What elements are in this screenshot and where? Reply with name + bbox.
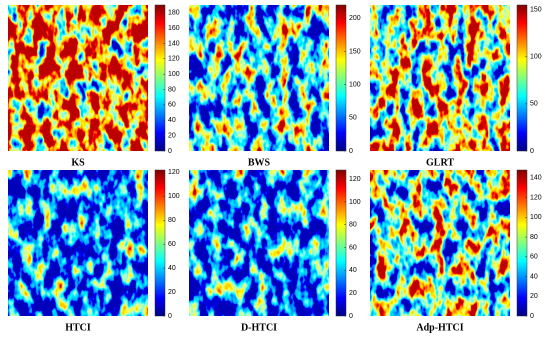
colorbar [154, 4, 166, 152]
colorbar [154, 169, 166, 317]
colorbar-tick-label: 120 [530, 194, 542, 201]
heatmap [189, 5, 329, 151]
colorbar-tick-label: 150 [530, 7, 542, 14]
colorbar-tick-label: 50 [530, 101, 538, 108]
colorbar-tick-label: 0 [530, 313, 534, 320]
heatmap [189, 170, 329, 316]
colorbar [335, 4, 347, 152]
colorbar-tick-label: 0 [168, 148, 172, 155]
colorbar [516, 169, 528, 317]
colorbar-tick-label: 60 [168, 241, 176, 248]
colorbar-tick-label: 160 [168, 25, 180, 32]
colorbar-tick-label: 60 [530, 254, 538, 261]
colorbar-tick-label: 100 [349, 81, 361, 88]
colorbar-tick-label: 0 [349, 148, 353, 155]
colorbar-tick-label: 120 [168, 169, 180, 176]
colorbar-tick-label: 100 [530, 54, 542, 61]
panel-title: GLRT [426, 157, 454, 168]
colorbar-tick-label: 100 [530, 214, 542, 221]
colorbar-tick-label: 100 [168, 193, 180, 200]
colorbar-tick-label: 60 [168, 102, 176, 109]
colorbar-tick-label: 40 [530, 273, 538, 280]
colorbar-tick-label: 80 [168, 86, 176, 93]
colorbar-tick-label: 120 [349, 176, 361, 183]
colorbar-tick-label: 100 [349, 199, 361, 206]
colorbar-tick-label: 80 [530, 234, 538, 241]
colorbar-tick-label: 0 [168, 313, 172, 320]
panel-title: Adp-HTCI [416, 322, 463, 333]
colorbar-tick-label: 200 [349, 15, 361, 22]
panel-title: HTCI [65, 322, 91, 333]
colorbar-tick-label: 50 [349, 115, 357, 122]
colorbar-tick-label: 120 [168, 56, 180, 63]
colorbar-tick-label: 40 [168, 117, 176, 124]
colorbar-tick-label: 0 [349, 313, 353, 320]
colorbar [335, 169, 347, 317]
colorbar [516, 4, 528, 152]
heatmap [370, 5, 510, 151]
colorbar-tick-label: 180 [168, 10, 180, 17]
colorbar-tick-label: 20 [530, 293, 538, 300]
heatmap [8, 170, 148, 316]
colorbar-tick-label: 100 [168, 71, 180, 78]
colorbar-tick-label: 150 [349, 48, 361, 55]
colorbar-tick-label: 140 [530, 175, 542, 182]
colorbar-tick-label: 20 [168, 289, 176, 296]
colorbar-tick-label: 40 [168, 265, 176, 272]
colorbar-tick-label: 140 [168, 40, 180, 47]
panel-title: BWS [248, 157, 271, 168]
colorbar-tick-label: 80 [168, 217, 176, 224]
colorbar-tick-label: 80 [349, 222, 357, 229]
colorbar-tick-label: 60 [349, 244, 357, 251]
colorbar-tick-label: 20 [349, 290, 357, 297]
panel-title: D-HTCI [241, 322, 277, 333]
colorbar-tick-label: 0 [530, 148, 534, 155]
heatmap [370, 170, 510, 316]
heatmap [8, 5, 148, 151]
panel-title: KS [71, 157, 85, 168]
colorbar-tick-label: 40 [349, 267, 357, 274]
colorbar-tick-label: 20 [168, 132, 176, 139]
